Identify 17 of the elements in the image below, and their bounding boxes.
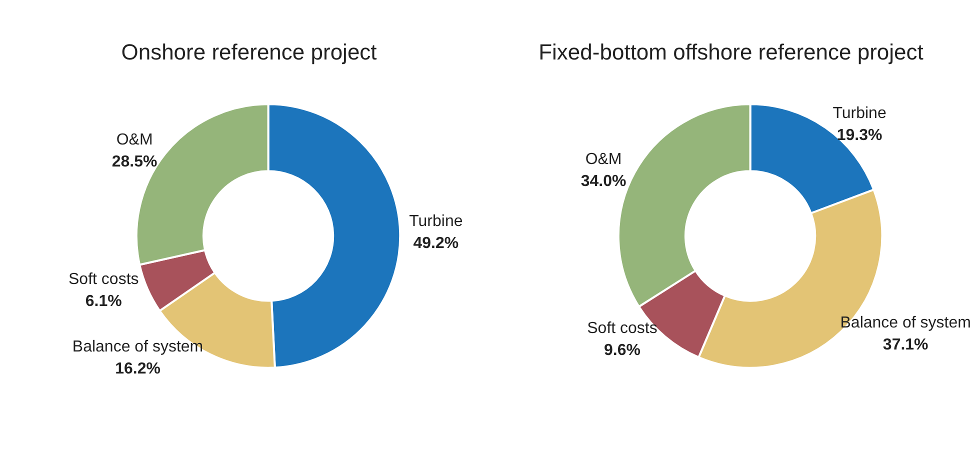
chart-title: Onshore reference project [121,40,377,64]
data-label: 34.0% [580,173,626,190]
slice-label: Soft costs [68,270,139,288]
data-label: 19.3% [836,126,882,144]
slice-label: O&M [585,151,622,168]
data-label: 28.5% [112,154,158,171]
data-label: 37.1% [882,336,928,354]
slice-label: Balance of system [72,338,204,356]
data-label: 16.2% [115,360,160,378]
slice-label: Turbine [409,213,463,230]
data-label: 9.6% [604,342,640,360]
data-label: 6.1% [85,292,122,310]
slice-label: Soft costs [587,320,658,338]
slice-label: Turbine [832,104,886,122]
chart-title: Fixed-bottom offshore reference project [538,40,924,64]
data-label: 49.2% [413,235,459,252]
slice-label: O&M [116,132,153,149]
